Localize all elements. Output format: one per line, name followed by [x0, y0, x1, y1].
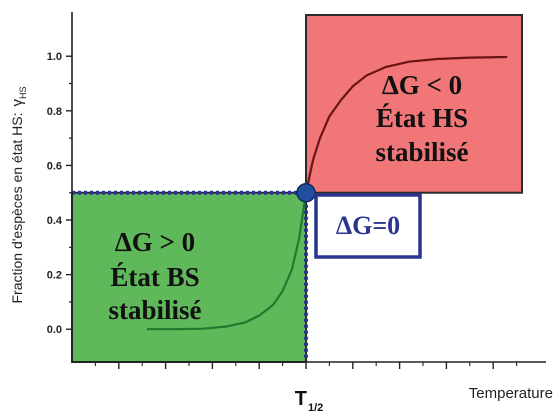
- y-tick-label: 0.2: [47, 270, 62, 282]
- y-tick-label: 0.8: [47, 106, 62, 118]
- low-state-label: État BS: [110, 262, 199, 292]
- high-stabilised-label: stabilisé: [375, 137, 468, 167]
- low-spin-region-box: [71, 191, 307, 363]
- y-tick-label: 0.6: [47, 160, 62, 172]
- x-axis-ticks: [94, 362, 518, 369]
- high-delta-g-label: ΔG < 0: [382, 70, 462, 100]
- t-half-subscript: 1/2: [308, 402, 323, 414]
- high-state-label: État HS: [376, 103, 468, 133]
- equilibrium-label-box: [314, 193, 422, 259]
- low-delta-g-label: ΔG > 0: [115, 227, 195, 257]
- y-tick-label: 0.4: [47, 215, 63, 227]
- y-tick-label: 0.0: [47, 324, 62, 336]
- y-axis-title: Fraction d'espèces en état HS:γHS: [9, 86, 28, 303]
- equilibrium-point-marker: [296, 182, 316, 203]
- y-tick-label: 1.0: [47, 51, 62, 63]
- equilibrium-label: ΔG=0: [336, 211, 400, 240]
- t-half-label: T: [295, 388, 307, 410]
- high-spin-curve: [304, 55, 508, 193]
- low-stabilised-label: stabilisé: [108, 295, 201, 325]
- x-axis-title: Temperature: [469, 385, 553, 402]
- y-axis-ticks: 0.0 0.2 0.4 0.6 0.8 1.0: [47, 51, 72, 336]
- low-spin-curve: [146, 192, 308, 331]
- high-spin-region-box: [305, 14, 523, 194]
